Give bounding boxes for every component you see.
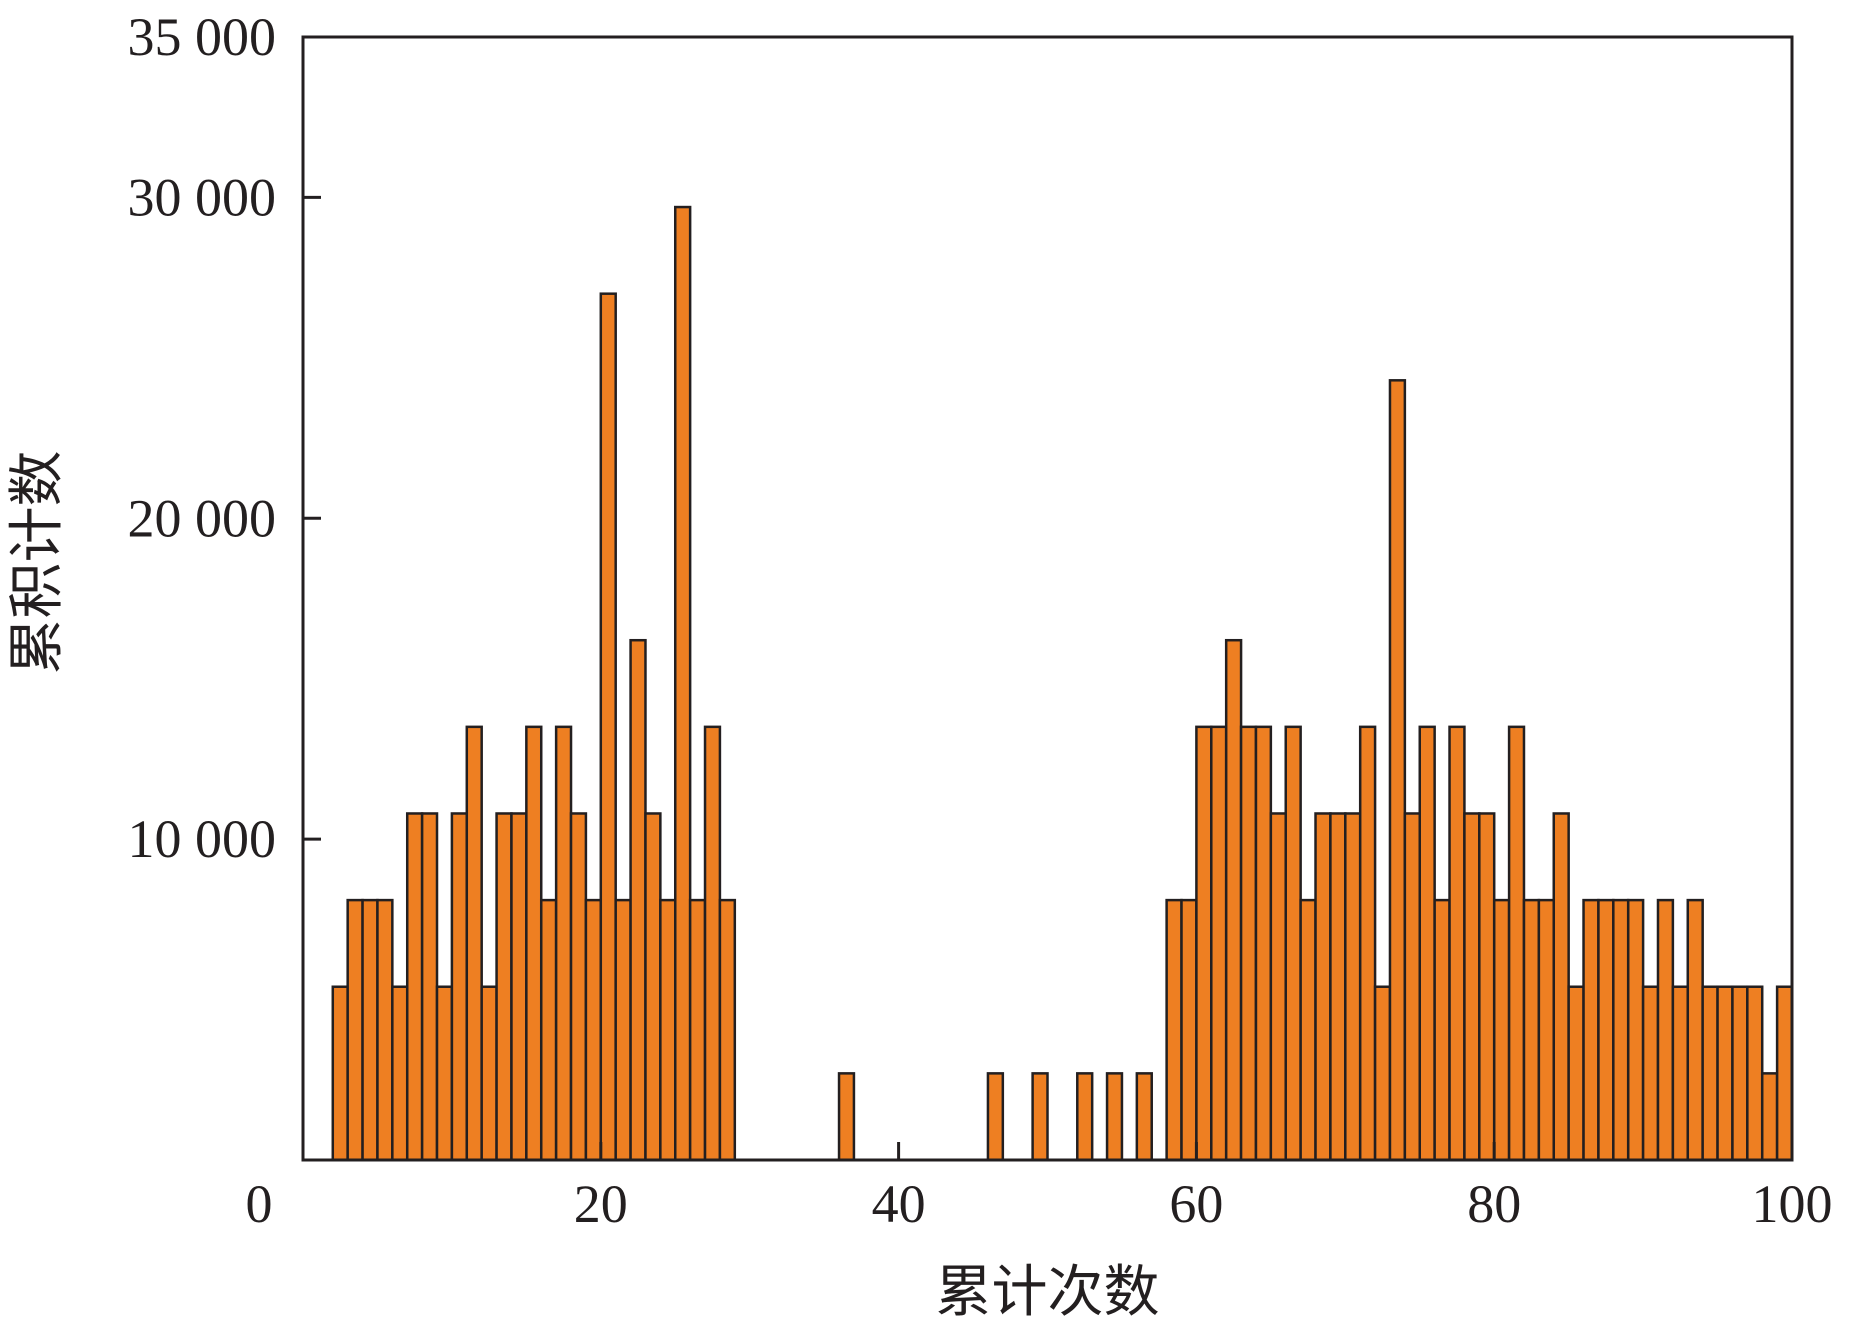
histogram-bar [1284,725,1302,1162]
histogram-bar [435,985,454,1162]
histogram-bar [1239,725,1258,1162]
histogram-bar [1671,985,1690,1162]
histogram-bar [1522,898,1541,1162]
plot-frame [301,35,1794,1162]
bars-group [331,205,1794,1162]
histogram-bar [1716,985,1734,1162]
histogram-bar [346,898,364,1162]
x-axis-title: 累计次数 [936,1260,1160,1325]
histogram-bar [1552,812,1570,1162]
histogram-bar [1507,725,1526,1162]
histogram-bar [1656,898,1675,1162]
histogram-bar [450,812,469,1162]
y-tick-label: 10 000 [128,809,277,869]
histogram-bar [1135,1072,1153,1162]
histogram-bar [837,1072,856,1162]
histogram-bar [1626,898,1645,1162]
histogram-bar [525,725,543,1162]
histogram-bar [1567,985,1585,1162]
histogram-bar [1224,638,1243,1162]
histogram-bar [510,812,528,1162]
histogram-bar [1641,985,1660,1162]
x-tick-label: 100 [1752,1174,1833,1234]
histogram-bar [1373,985,1392,1162]
histogram-bar [1731,985,1749,1162]
histogram-bar [599,292,617,1162]
histogram-bar [420,812,439,1162]
x-tick-labels: 0 20 40 60 80 100 [246,1174,1833,1234]
x-tick-label: 20 [574,1174,628,1234]
histogram-bar [1760,1072,1779,1162]
histogram-bar [554,725,573,1162]
histogram-bar [1344,812,1362,1162]
histogram-bar [1329,812,1347,1162]
histogram-bar [1254,725,1273,1162]
histogram-bar [1478,812,1496,1162]
y-tick-labels: 10 000 20 000 30 000 35 000 [128,7,277,869]
y-axis-title: 累积计数 [5,451,70,675]
x-tick-label: 0 [246,1174,273,1234]
histogram-bar [629,638,647,1162]
histogram-bar [1105,1072,1124,1162]
histogram-bar [614,898,632,1162]
histogram-bar [1314,812,1332,1162]
histogram-bar [718,898,737,1162]
histogram-bar [1195,725,1213,1162]
histogram-bar [1612,898,1630,1162]
histogram-bar [465,725,483,1162]
histogram-bar [1775,985,1794,1162]
histogram-bar [1463,812,1481,1162]
histogram-bar [1180,898,1198,1162]
histogram-bar [1165,898,1183,1162]
histogram-bar [1582,898,1600,1162]
tick-marks [303,195,1496,1160]
histogram-bar [1403,812,1421,1162]
histogram-bar [986,1072,1005,1162]
histogram-bar [1686,898,1704,1162]
histogram-bar [331,985,349,1162]
y-tick-label: 35 000 [128,7,277,67]
histogram-bar [495,812,513,1162]
histogram-bar [539,898,558,1162]
histogram-bar [1492,898,1511,1162]
histogram-bar [1746,985,1764,1162]
histogram-bar [376,898,394,1162]
histogram-bar [1076,1072,1094,1162]
histogram-bar [1537,898,1556,1162]
histogram-bar [1210,725,1228,1162]
x-tick-label: 80 [1467,1174,1521,1234]
histogram-bar [644,812,662,1162]
y-tick-label: 30 000 [128,167,277,227]
histogram-bar [1448,725,1466,1162]
histogram-bar [361,898,379,1162]
histogram-bar [569,812,588,1162]
x-tick-label: 40 [872,1174,926,1234]
histogram-bar [1418,725,1436,1162]
histogram-bar [703,725,722,1162]
histogram-bar [659,898,677,1162]
histogram-bar [1388,379,1407,1162]
histogram-bar [674,205,692,1162]
histogram-bar [1299,898,1317,1162]
histogram-bar [1597,898,1615,1162]
histogram-bar [1269,812,1287,1162]
x-tick-label: 60 [1169,1174,1223,1234]
histogram-bar [584,898,603,1162]
histogram-bar [1701,985,1719,1162]
histogram-bar [391,985,409,1162]
y-tick-label: 20 000 [128,488,277,548]
histogram-bar [1358,725,1377,1162]
histogram-bar [688,898,707,1162]
histogram-bar [1433,898,1451,1162]
histogram-bar [480,985,498,1162]
histogram-bar [1031,1072,1049,1162]
histogram-bar [405,812,424,1162]
